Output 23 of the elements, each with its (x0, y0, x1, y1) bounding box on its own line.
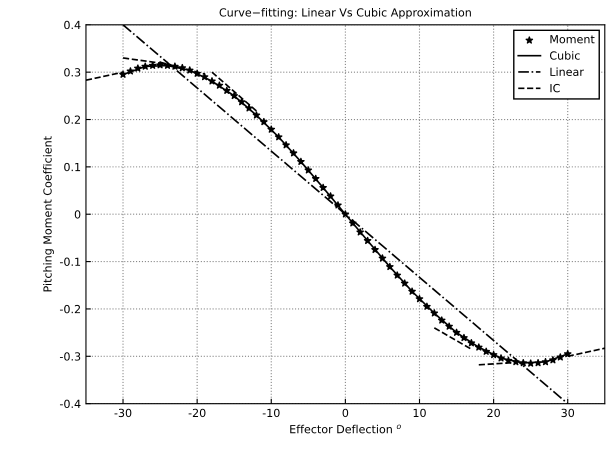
x-tick-label: -10 (262, 408, 280, 418)
y-tick-label: 0.4 (64, 20, 80, 30)
y-tick-label: 0.2 (64, 115, 80, 124)
y-tick-label: -0.1 (60, 258, 80, 266)
legend-label: Moment (550, 35, 595, 44)
x-tick-label: 0 (342, 408, 348, 418)
y-axis-title: Pitching Moment Coefficient (43, 136, 54, 292)
x-axis-title: Effector Deflection $^{o}$ (290, 424, 401, 434)
legend-label: IC (550, 84, 560, 92)
x-tick-label: 10 (414, 408, 426, 418)
y-tick-label: -0.3 (60, 352, 80, 361)
x-tick-label: 30 (562, 408, 574, 418)
y-tick-label: -0.4 (60, 400, 80, 408)
y-tick-label: 0.1 (64, 162, 80, 172)
chart-title: Curve−fitting: Linear Vs Cubic Approximation (220, 8, 471, 19)
y-tick-label: 0.3 (64, 68, 80, 77)
x-tick-label: -20 (188, 408, 206, 418)
legend-label: Linear (550, 67, 584, 76)
y-tick-label: -0.2 (60, 304, 80, 314)
x-tick-label: 20 (487, 408, 500, 418)
x-tick-label: -30 (114, 408, 132, 418)
legend-label: Cubic (550, 51, 580, 60)
y-tick-label: 0 (74, 210, 80, 219)
